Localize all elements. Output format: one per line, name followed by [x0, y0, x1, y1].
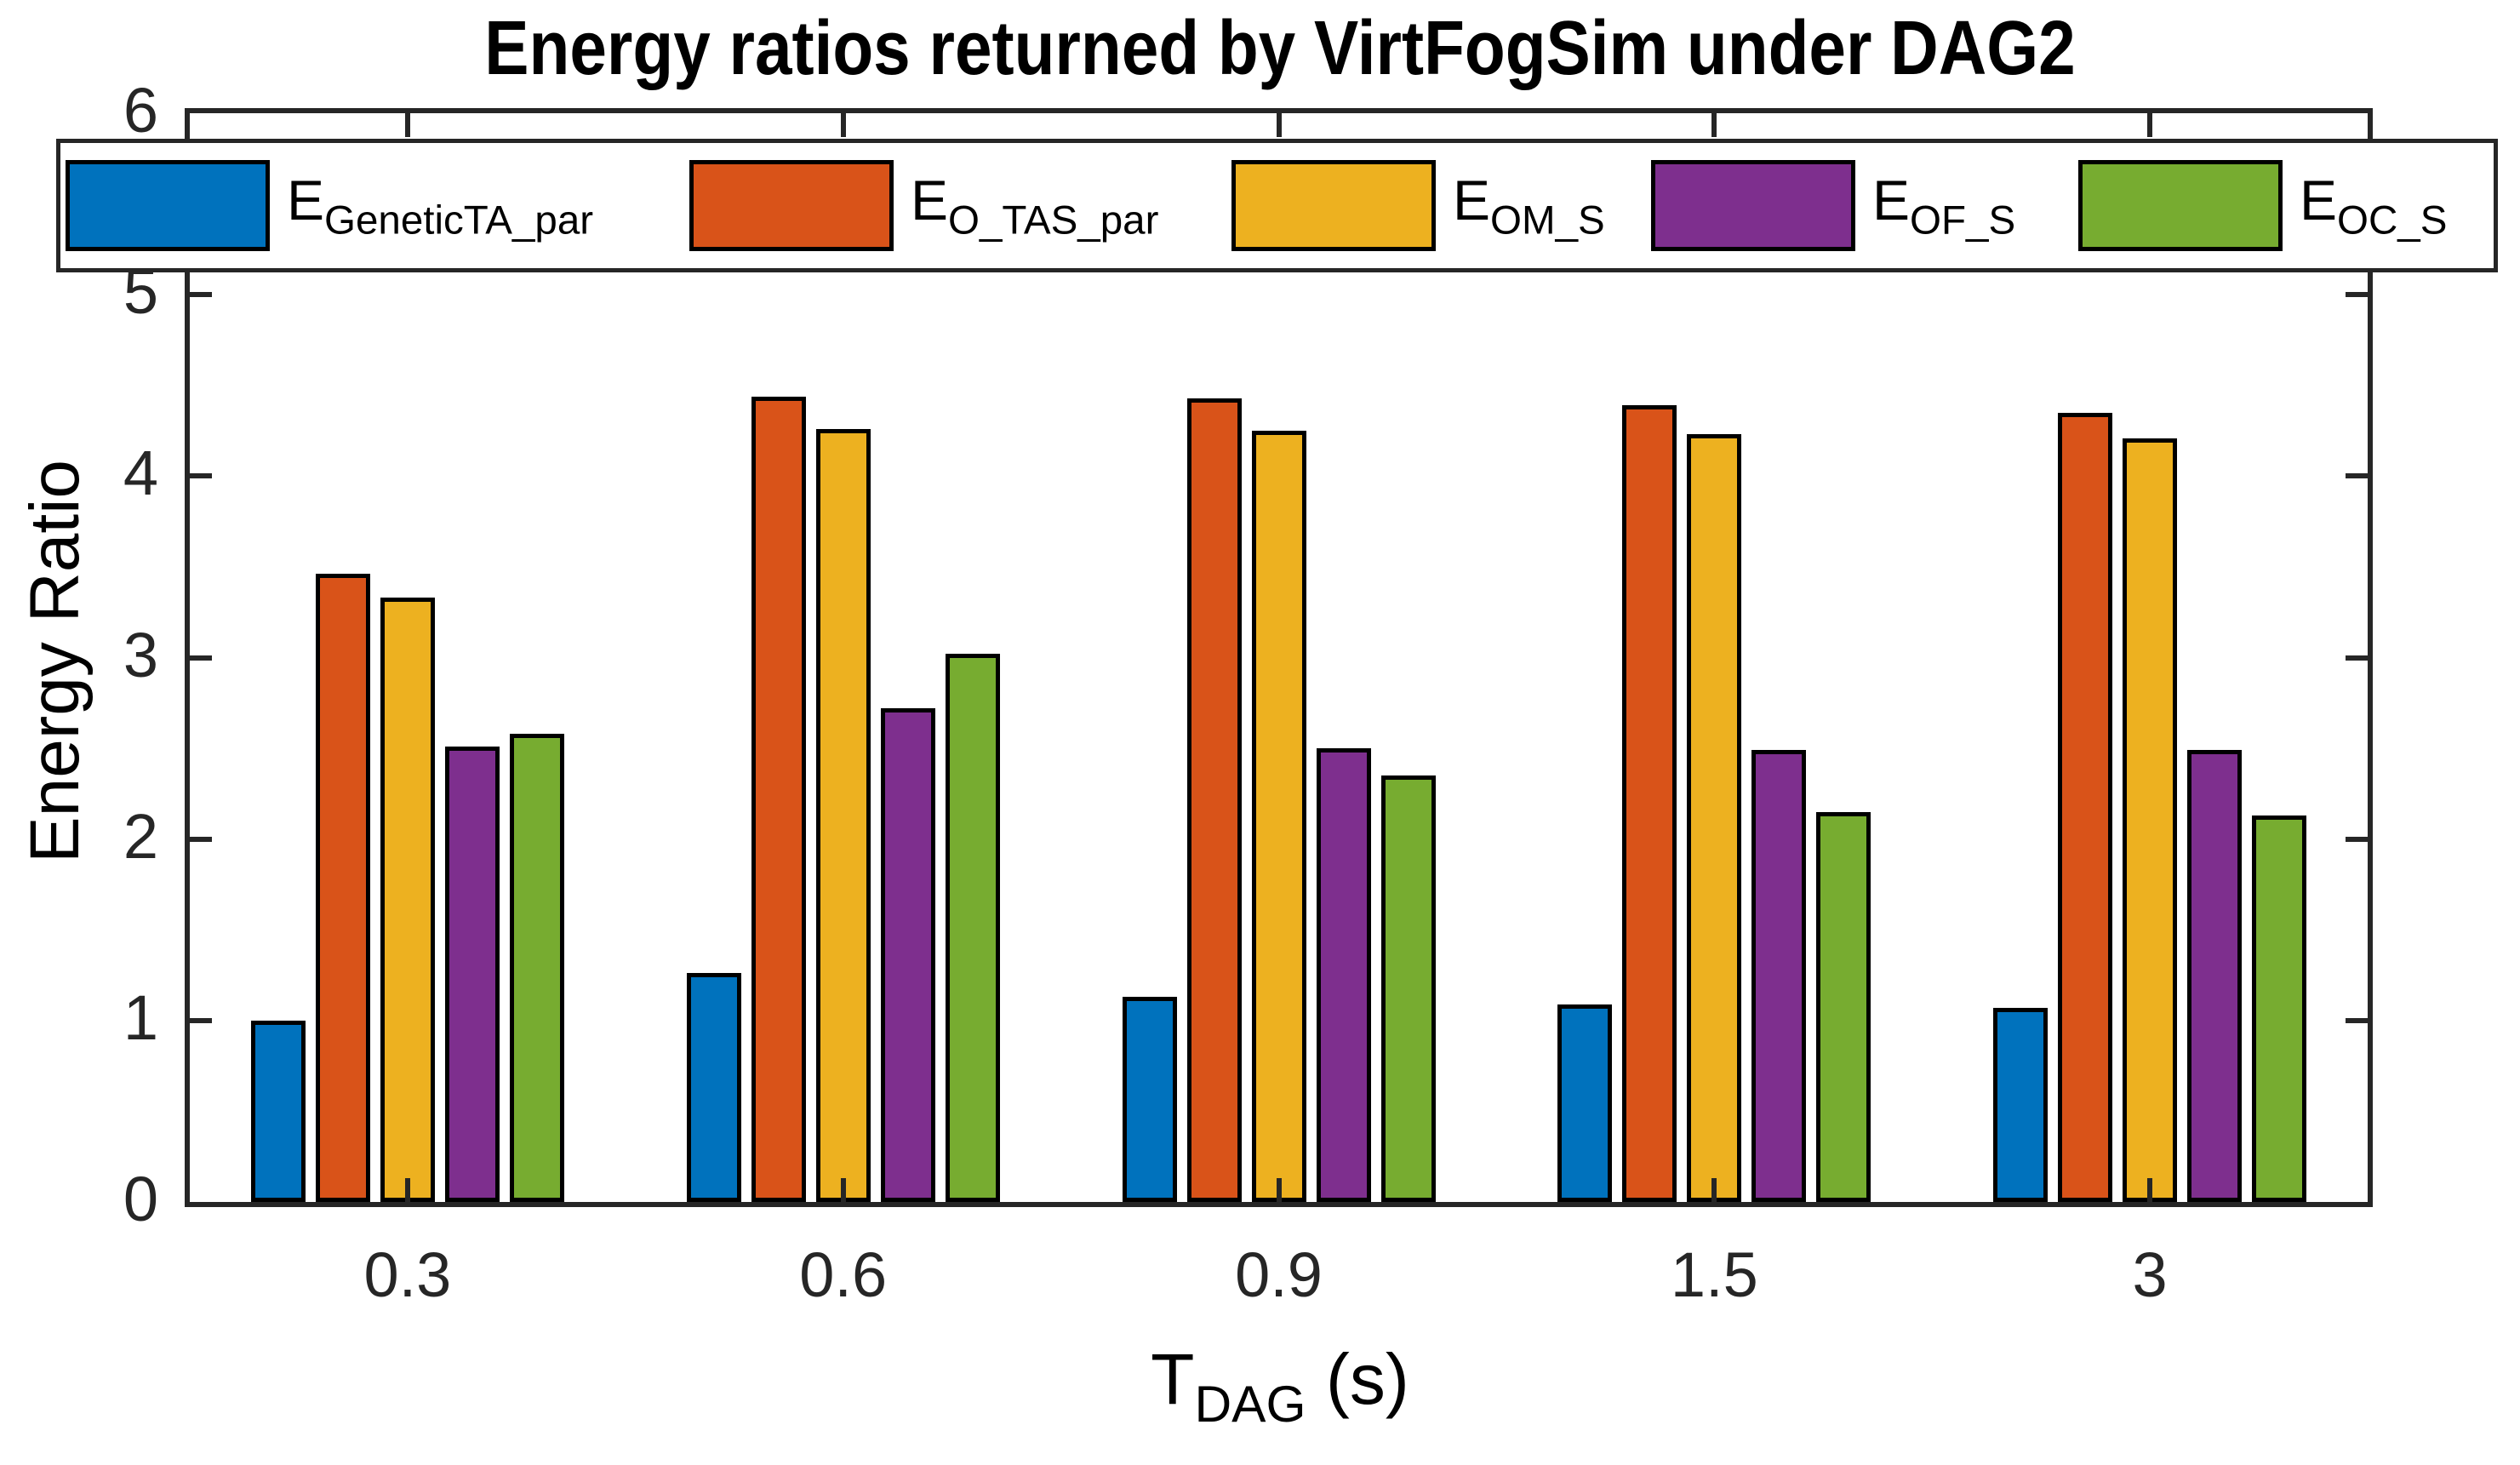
x-axis-label-unit: (s) [1306, 1339, 1409, 1419]
tick-mark [2346, 655, 2368, 661]
tick-mark [190, 655, 212, 661]
bar-E_OM_S-1.5 [1687, 434, 1742, 1202]
x-axis-label-base: T [1151, 1339, 1195, 1419]
tick-mark [2346, 836, 2368, 842]
bar-E_GeneticTA_par-3 [1993, 1007, 2049, 1202]
bar-E_GeneticTA_par-0.6 [686, 973, 741, 1202]
bar-E_OF_S-0.9 [1316, 748, 1371, 1202]
bar-E_O_TAS_par-1.5 [1622, 405, 1677, 1202]
bar-E_OC_S-0.3 [509, 734, 564, 1202]
bar-E_GeneticTA_par-0.3 [250, 1020, 306, 1202]
legend-swatch-E_OF_S [1651, 160, 1855, 251]
bar-E_OF_S-0.6 [880, 708, 935, 1202]
legend-label-E_OC_S: EOC_S [2300, 168, 2448, 243]
tick-mark [840, 1178, 846, 1202]
x-axis-label-subscript: DAG [1194, 1375, 1306, 1434]
bar-group-0.3 [250, 113, 564, 1202]
tick-mark [190, 473, 212, 479]
bar-E_OM_S-0.9 [1251, 431, 1306, 1202]
legend-swatch-E_O_TAS_par [689, 160, 894, 251]
tick-mark [1276, 113, 1282, 137]
bar-E_OC_S-3 [2252, 815, 2307, 1202]
x-tick-label-0.3: 0.3 [363, 1239, 452, 1310]
tick-mark [2147, 113, 2153, 137]
bar-E_OF_S-0.3 [444, 746, 500, 1202]
tick-mark [2346, 473, 2368, 479]
tick-mark [190, 292, 212, 298]
legend-entry-E_OM_S: EOM_S [1231, 143, 1605, 268]
y-tick-label-4: 4 [123, 438, 158, 509]
bar-group-1.5 [1557, 113, 1871, 1202]
bar-E_GeneticTA_par-0.9 [1122, 997, 1177, 1202]
legend-label-E_OF_S: EOF_S [1872, 168, 2016, 243]
tick-mark [840, 113, 846, 137]
legend-swatch-E_OC_S [2078, 160, 2283, 251]
legend-entry-E_O_TAS_par: EO_TAS_par [689, 143, 1158, 268]
x-tick-label-0.9: 0.9 [1235, 1239, 1323, 1310]
bar-E_OF_S-1.5 [1751, 750, 1807, 1202]
bar-group-3 [1993, 113, 2307, 1202]
plot-box [185, 108, 2373, 1207]
legend-swatch-E_OM_S [1231, 160, 1436, 251]
tick-mark [404, 113, 410, 137]
bar-E_O_TAS_par-3 [2058, 412, 2113, 1202]
x-axis-label: TDAG (s) [854, 1338, 1706, 1434]
bar-E_O_TAS_par-0.3 [315, 574, 370, 1202]
tick-mark [2147, 1178, 2153, 1202]
legend-swatch-E_GeneticTA_par [66, 160, 270, 251]
bar-E_OM_S-3 [2123, 438, 2178, 1202]
legend-label-E_O_TAS_par: EO_TAS_par [911, 168, 1159, 243]
bar-E_OC_S-0.9 [1380, 775, 1436, 1202]
chart-title: Energy ratios returned by VirtFogSim und… [484, 6, 2076, 91]
tick-mark [2346, 1017, 2368, 1023]
tick-mark [404, 1178, 410, 1202]
y-tick-label-1: 1 [123, 981, 158, 1053]
tick-mark [190, 836, 212, 842]
bar-E_OC_S-0.6 [945, 654, 1000, 1202]
bar-E_OC_S-1.5 [1816, 811, 1871, 1202]
bar-E_OM_S-0.6 [815, 428, 871, 1202]
bar-group-0.9 [1122, 113, 1436, 1202]
legend: EGeneticTA_par EO_TAS_par EOM_S EOF_S EOC_S [56, 139, 2498, 272]
bar-E_GeneticTA_par-1.5 [1557, 1004, 1613, 1202]
plot-area [190, 113, 2368, 1202]
y-tick-label-2: 2 [123, 800, 158, 872]
legend-label-E_GeneticTA_par: EGeneticTA_par [287, 168, 594, 243]
x-tick-label-3: 3 [2132, 1239, 2168, 1310]
tick-mark [2346, 292, 2368, 298]
bar-E_OF_S-3 [2187, 750, 2243, 1202]
tick-mark [1711, 1178, 1717, 1202]
y-tick-label-6: 6 [123, 75, 158, 146]
legend-label-E_OM_S: EOM_S [1453, 168, 1605, 243]
tick-mark [1711, 113, 1717, 137]
bar-E_O_TAS_par-0.6 [751, 396, 806, 1202]
legend-entry-E_OC_S: EOC_S [2078, 143, 2447, 268]
legend-entry-E_GeneticTA_par: EGeneticTA_par [66, 143, 593, 268]
bar-group-0.6 [686, 113, 1000, 1202]
bar-E_OM_S-0.3 [380, 598, 435, 1202]
y-tick-label-3: 3 [123, 619, 158, 690]
legend-entry-E_OF_S: EOF_S [1651, 143, 2015, 268]
tick-mark [1276, 1178, 1282, 1202]
bar-E_O_TAS_par-0.9 [1186, 398, 1242, 1202]
tick-mark [190, 1017, 212, 1023]
x-tick-label-0.6: 0.6 [799, 1239, 888, 1310]
y-tick-label-0: 0 [123, 1164, 158, 1234]
x-tick-label-1.5: 1.5 [1670, 1239, 1758, 1310]
